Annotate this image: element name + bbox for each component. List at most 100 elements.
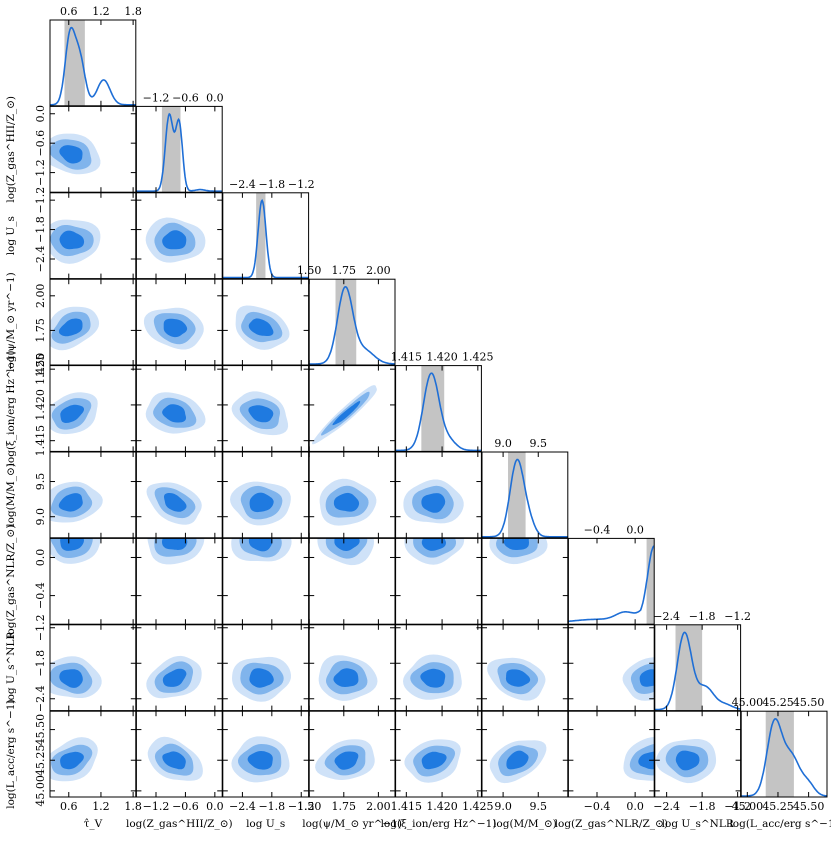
left-tick-label-usnlr-1: −1.8: [34, 650, 47, 677]
panel-frame: [395, 365, 482, 452]
top-tick-label-lacc-0: 45.00: [732, 696, 764, 709]
panel-usnlr-usnlr: −2.4 −1.8 −1.2: [653, 610, 751, 712]
panel-mass-psi: [308, 451, 396, 539]
contour-inner-zhii-tauv: [59, 145, 83, 164]
panel-us-tauv: −2.4 −1.8 −1.2: [34, 187, 137, 280]
panel-usnlr-mass: [481, 624, 569, 712]
panel-mass-us: [222, 451, 310, 539]
panel-frame: [49, 537, 137, 625]
bottom-tick-label-znlr-0: −0.4: [584, 800, 611, 813]
top-tick-label-zhii-1: −0.6: [172, 91, 199, 104]
panel-znlr-us: [222, 537, 310, 625]
panel-frame: [567, 537, 655, 625]
contour-inner-lacc-psi: [334, 751, 359, 770]
panel-frame: [49, 710, 137, 798]
panel-frame: [308, 624, 396, 712]
bottom-tick-label-xi-2: 1.425: [462, 800, 494, 813]
panel-frame: [654, 710, 742, 798]
bottom-tick-label-us-0: −2.4: [229, 800, 256, 813]
bottom-tick-label-mass-0: 9.0: [494, 800, 512, 813]
panel-usnlr-zhii: [135, 624, 223, 712]
density-curve-us: [222, 198, 309, 279]
contour-inner-mass-psi: [333, 492, 360, 512]
top-tick-label-tauv-1: 1.2: [92, 5, 110, 18]
contour-inner-znlr-us: [248, 538, 273, 552]
panel-us-zhii: [135, 192, 223, 280]
contour-inner-lacc-tauv: [60, 751, 84, 770]
panel-frame: [49, 624, 137, 712]
panel-xi-tauv: 1.415 1.420 1.425: [34, 353, 137, 457]
x-axis-label-zhii: log(Z_gas^HII/Z_⊙): [126, 818, 233, 830]
x-axis-label-mass: log(M/M_⊙): [493, 818, 557, 830]
panel-frame: [481, 451, 569, 539]
contour-inner-xi-zhii: [162, 404, 186, 423]
panel-frame: [308, 710, 396, 798]
top-tick-label-usnlr-2: −1.2: [724, 610, 751, 623]
bottom-tick-label-psi-0: 1.50: [297, 800, 322, 813]
bottom-tick-label-psi-1: 1.75: [332, 800, 357, 813]
top-tick-label-znlr-0: −0.4: [584, 523, 611, 536]
credible-interval-band-psi: [335, 279, 357, 365]
bottom-tick-label-tauv-0: 0.6: [60, 800, 78, 813]
bottom-tick-label-lacc-1: 45.25: [762, 800, 794, 813]
density-curve-mass: [482, 458, 568, 538]
left-tick-label-psi-0: 1.50: [34, 353, 47, 378]
contour-inner-usnlr-zhii: [162, 668, 187, 687]
contour-inner-usnlr-znlr: [639, 669, 655, 687]
panel-psi-psi: 1.50 1.75 2.00: [297, 264, 396, 366]
panel-frame: [222, 192, 310, 280]
contour-inner-mass-tauv: [58, 493, 83, 512]
top-tick-label-tauv-2: 1.8: [124, 5, 142, 18]
panel-frame: [135, 278, 223, 366]
panel-frame: [481, 710, 569, 798]
credible-interval-band-znlr: [646, 538, 655, 625]
y-axis-label-us: log U_s: [5, 216, 17, 255]
panel-frame: [481, 624, 569, 712]
contour-inner-us-tauv: [59, 230, 85, 250]
panel-lacc-zhii: −1.2 −0.6 0.0: [135, 710, 224, 813]
bottom-tick-label-zhii-0: −1.2: [143, 800, 170, 813]
panel-psi-us: [222, 278, 310, 366]
panel-frame: [135, 365, 223, 452]
panel-lacc-mass: 9.0 9.5: [481, 710, 569, 813]
top-tick-label-us-0: −2.4: [229, 178, 256, 191]
top-tick-label-zhii-2: 0.0: [206, 91, 224, 104]
left-tick-label-xi-0: 1.415: [34, 425, 47, 457]
panel-frame: [308, 537, 396, 625]
bottom-tick-label-us-2: −1.2: [288, 800, 315, 813]
credible-interval-band-lacc: [765, 711, 794, 797]
panel-frame: [49, 192, 137, 280]
left-tick-label-xi-2: 1.425: [34, 353, 47, 385]
panel-frame: [308, 365, 396, 452]
panel-frame: [567, 710, 655, 798]
left-tick-label-lacc-0: 45.00: [34, 775, 47, 807]
y-axis-label-mass: log(M/M_⊙): [5, 463, 17, 527]
panel-usnlr-xi: [395, 624, 482, 712]
bottom-tick-label-psi-2: 2.00: [366, 800, 391, 813]
panel-znlr-zhii: [135, 537, 223, 625]
panel-frame: [222, 624, 310, 712]
top-tick-label-znlr-1: 0.0: [626, 523, 644, 536]
top-tick-label-psi-0: 1.50: [297, 264, 322, 277]
panel-frame: [135, 624, 223, 712]
top-tick-label-mass-0: 9.0: [494, 437, 512, 450]
top-tick-label-us-2: −1.2: [288, 178, 315, 191]
panel-frame: [395, 624, 482, 712]
panel-znlr-mass: [481, 537, 569, 625]
top-tick-label-us-1: −1.8: [258, 178, 285, 191]
top-tick-label-usnlr-1: −1.8: [689, 610, 716, 623]
top-tick-label-psi-1: 1.75: [332, 264, 357, 277]
top-tick-label-psi-2: 2.00: [366, 264, 391, 277]
panel-frame: [308, 451, 396, 539]
panel-frame: [49, 451, 137, 539]
contour-inner-lacc-mass: [506, 750, 529, 770]
density-curve-xi: [395, 372, 482, 452]
bottom-tick-label-mass-1: 9.5: [530, 800, 548, 813]
y-axis-label-znlr: log(Z_gas^NLR/Z_⊙): [5, 525, 17, 638]
y-axis-label-lacc: log(L_acc/erg s^−1): [5, 699, 17, 808]
panel-mass-mass: 9.0 9.5: [481, 437, 569, 539]
panel-zhii-tauv: −1.2 −0.6 0.0: [34, 105, 137, 193]
panel-xi-zhii: [135, 365, 223, 452]
panel-usnlr-tauv: −2.4 −1.8 −1.2: [34, 614, 137, 712]
